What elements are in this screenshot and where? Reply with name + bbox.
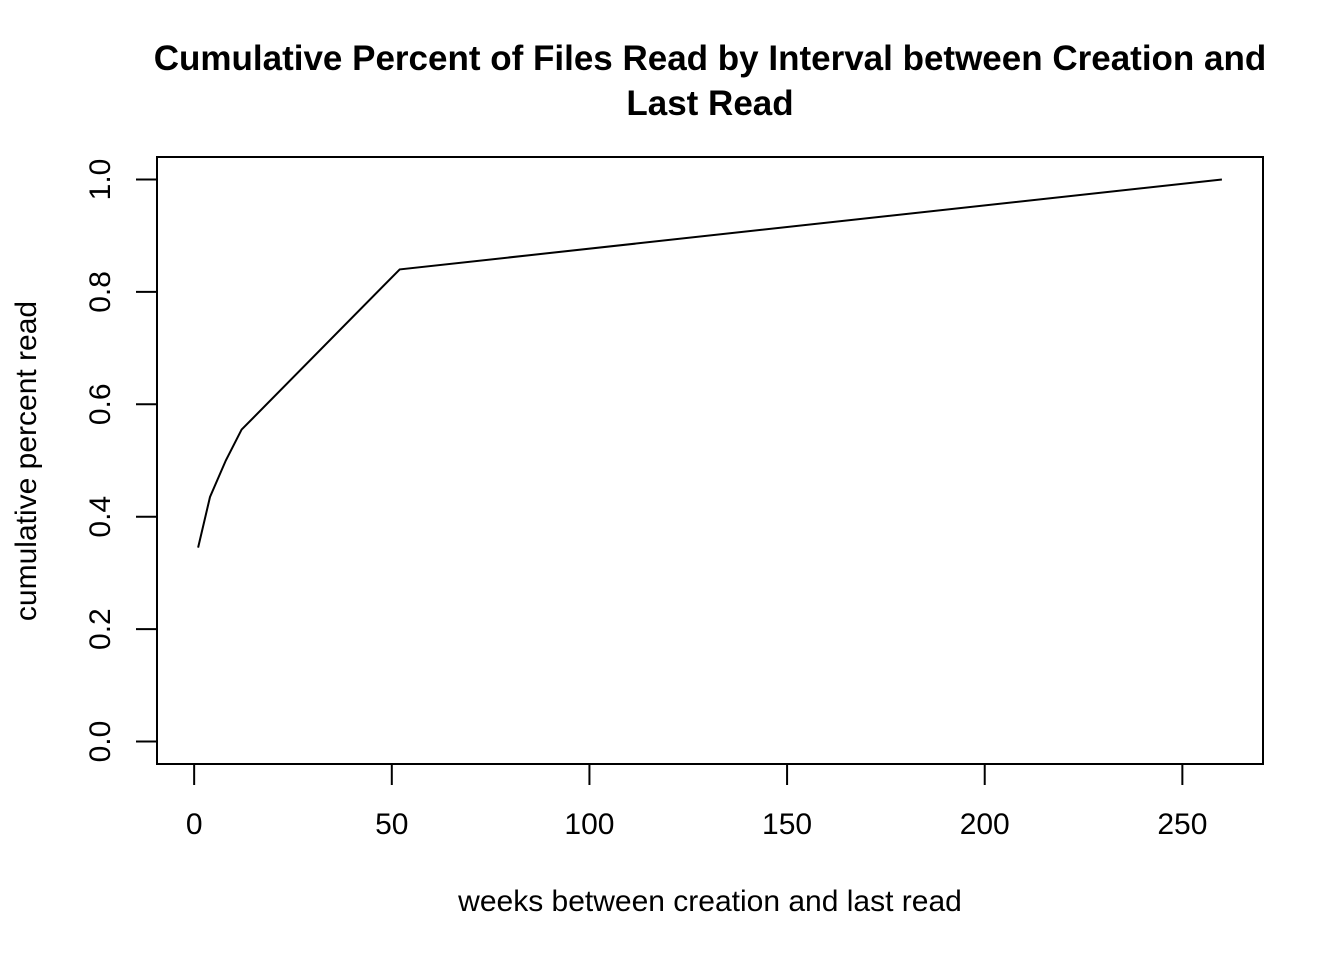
x-tick-label: 100 (564, 808, 614, 841)
chart-title-line-2: Last Read (626, 84, 793, 123)
x-tick-label: 200 (960, 808, 1010, 841)
y-tick-label: 0.4 (84, 496, 117, 538)
y-tick-label: 0.2 (84, 608, 117, 650)
x-tick-label: 50 (375, 808, 408, 841)
x-tick-label: 250 (1157, 808, 1207, 841)
series-line-0 (197, 178, 1223, 548)
chart-title-line-1: Cumulative Percent of Files Read by Inte… (154, 39, 1267, 78)
x-tick-label: 0 (186, 808, 203, 841)
y-axis: 0.0 0.2 0.4 0.6 0.8 1.0 (84, 159, 158, 763)
y-tick-label: 0.8 (84, 271, 117, 313)
y-tick-label: 0.6 (84, 383, 117, 425)
y-axis-label: cumulative percent read (10, 301, 43, 621)
y-tick-label: 1.0 (84, 159, 117, 201)
x-axis: 0 50 100 150 200 250 (186, 763, 1207, 841)
x-axis-label: weeks between creation and last read (457, 885, 962, 918)
y-tick-label: 0.0 (84, 721, 117, 763)
plot-area-frame (156, 156, 1264, 765)
x-tick-label: 150 (762, 808, 812, 841)
series-layer (197, 178, 1223, 548)
